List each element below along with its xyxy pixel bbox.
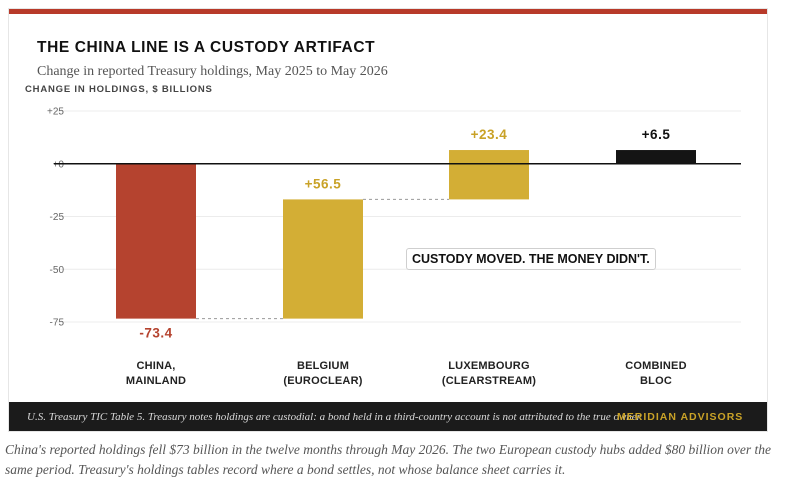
bar — [616, 150, 696, 164]
bar — [116, 163, 196, 319]
category-label: BLOC — [640, 375, 672, 387]
value-label: +23.4 — [471, 127, 508, 142]
value-label: -73.4 — [139, 326, 172, 341]
accent-bar — [9, 9, 767, 14]
bar — [449, 150, 529, 200]
y-tick-label: -50 — [50, 265, 65, 276]
category-label: MAINLAND — [126, 375, 186, 387]
y-tick-label: +0 — [53, 159, 65, 170]
y-tick-label: -75 — [50, 318, 65, 329]
figure-caption: China's reported holdings fell $73 billi… — [5, 442, 771, 477]
category-label: (EUROCLEAR) — [283, 375, 362, 387]
y-tick-label: +25 — [47, 107, 64, 118]
waterfall-chart: +25 +0 -25 -50 -75 -73.4 CHINA, MAINLAND +56.5 BE… — [47, 107, 741, 387]
category-label: (CLEARSTREAM) — [442, 375, 536, 387]
brand-label: MERIDIAN ADVISORS — [617, 411, 744, 423]
y-axis-label: CHANGE IN HOLDINGS, $ BILLIONS — [25, 84, 213, 95]
value-label: +56.5 — [305, 176, 342, 191]
category-label: CHINA, — [136, 360, 175, 372]
source-note: U.S. Treasury TIC Table 5. Treasury note… — [27, 411, 643, 423]
category-label: BELGIUM — [297, 360, 349, 372]
y-tick-label: -25 — [50, 212, 65, 223]
category-label: LUXEMBOURG — [448, 360, 529, 372]
annotation-box: CUSTODY MOVED. THE MONEY DIDN'T. — [406, 248, 656, 270]
value-label: +6.5 — [642, 127, 671, 142]
bar — [283, 199, 363, 319]
chart-panel: THE CHINA LINE IS A CUSTODY ARTIFACT Cha… — [8, 8, 768, 432]
source-footer: U.S. Treasury TIC Table 5. Treasury note… — [9, 402, 767, 431]
chart-title: THE CHINA LINE IS A CUSTODY ARTIFACT — [37, 39, 376, 56]
chart-subtitle: Change in reported Treasury holdings, Ma… — [37, 64, 388, 79]
category-label: COMBINED — [625, 360, 687, 372]
